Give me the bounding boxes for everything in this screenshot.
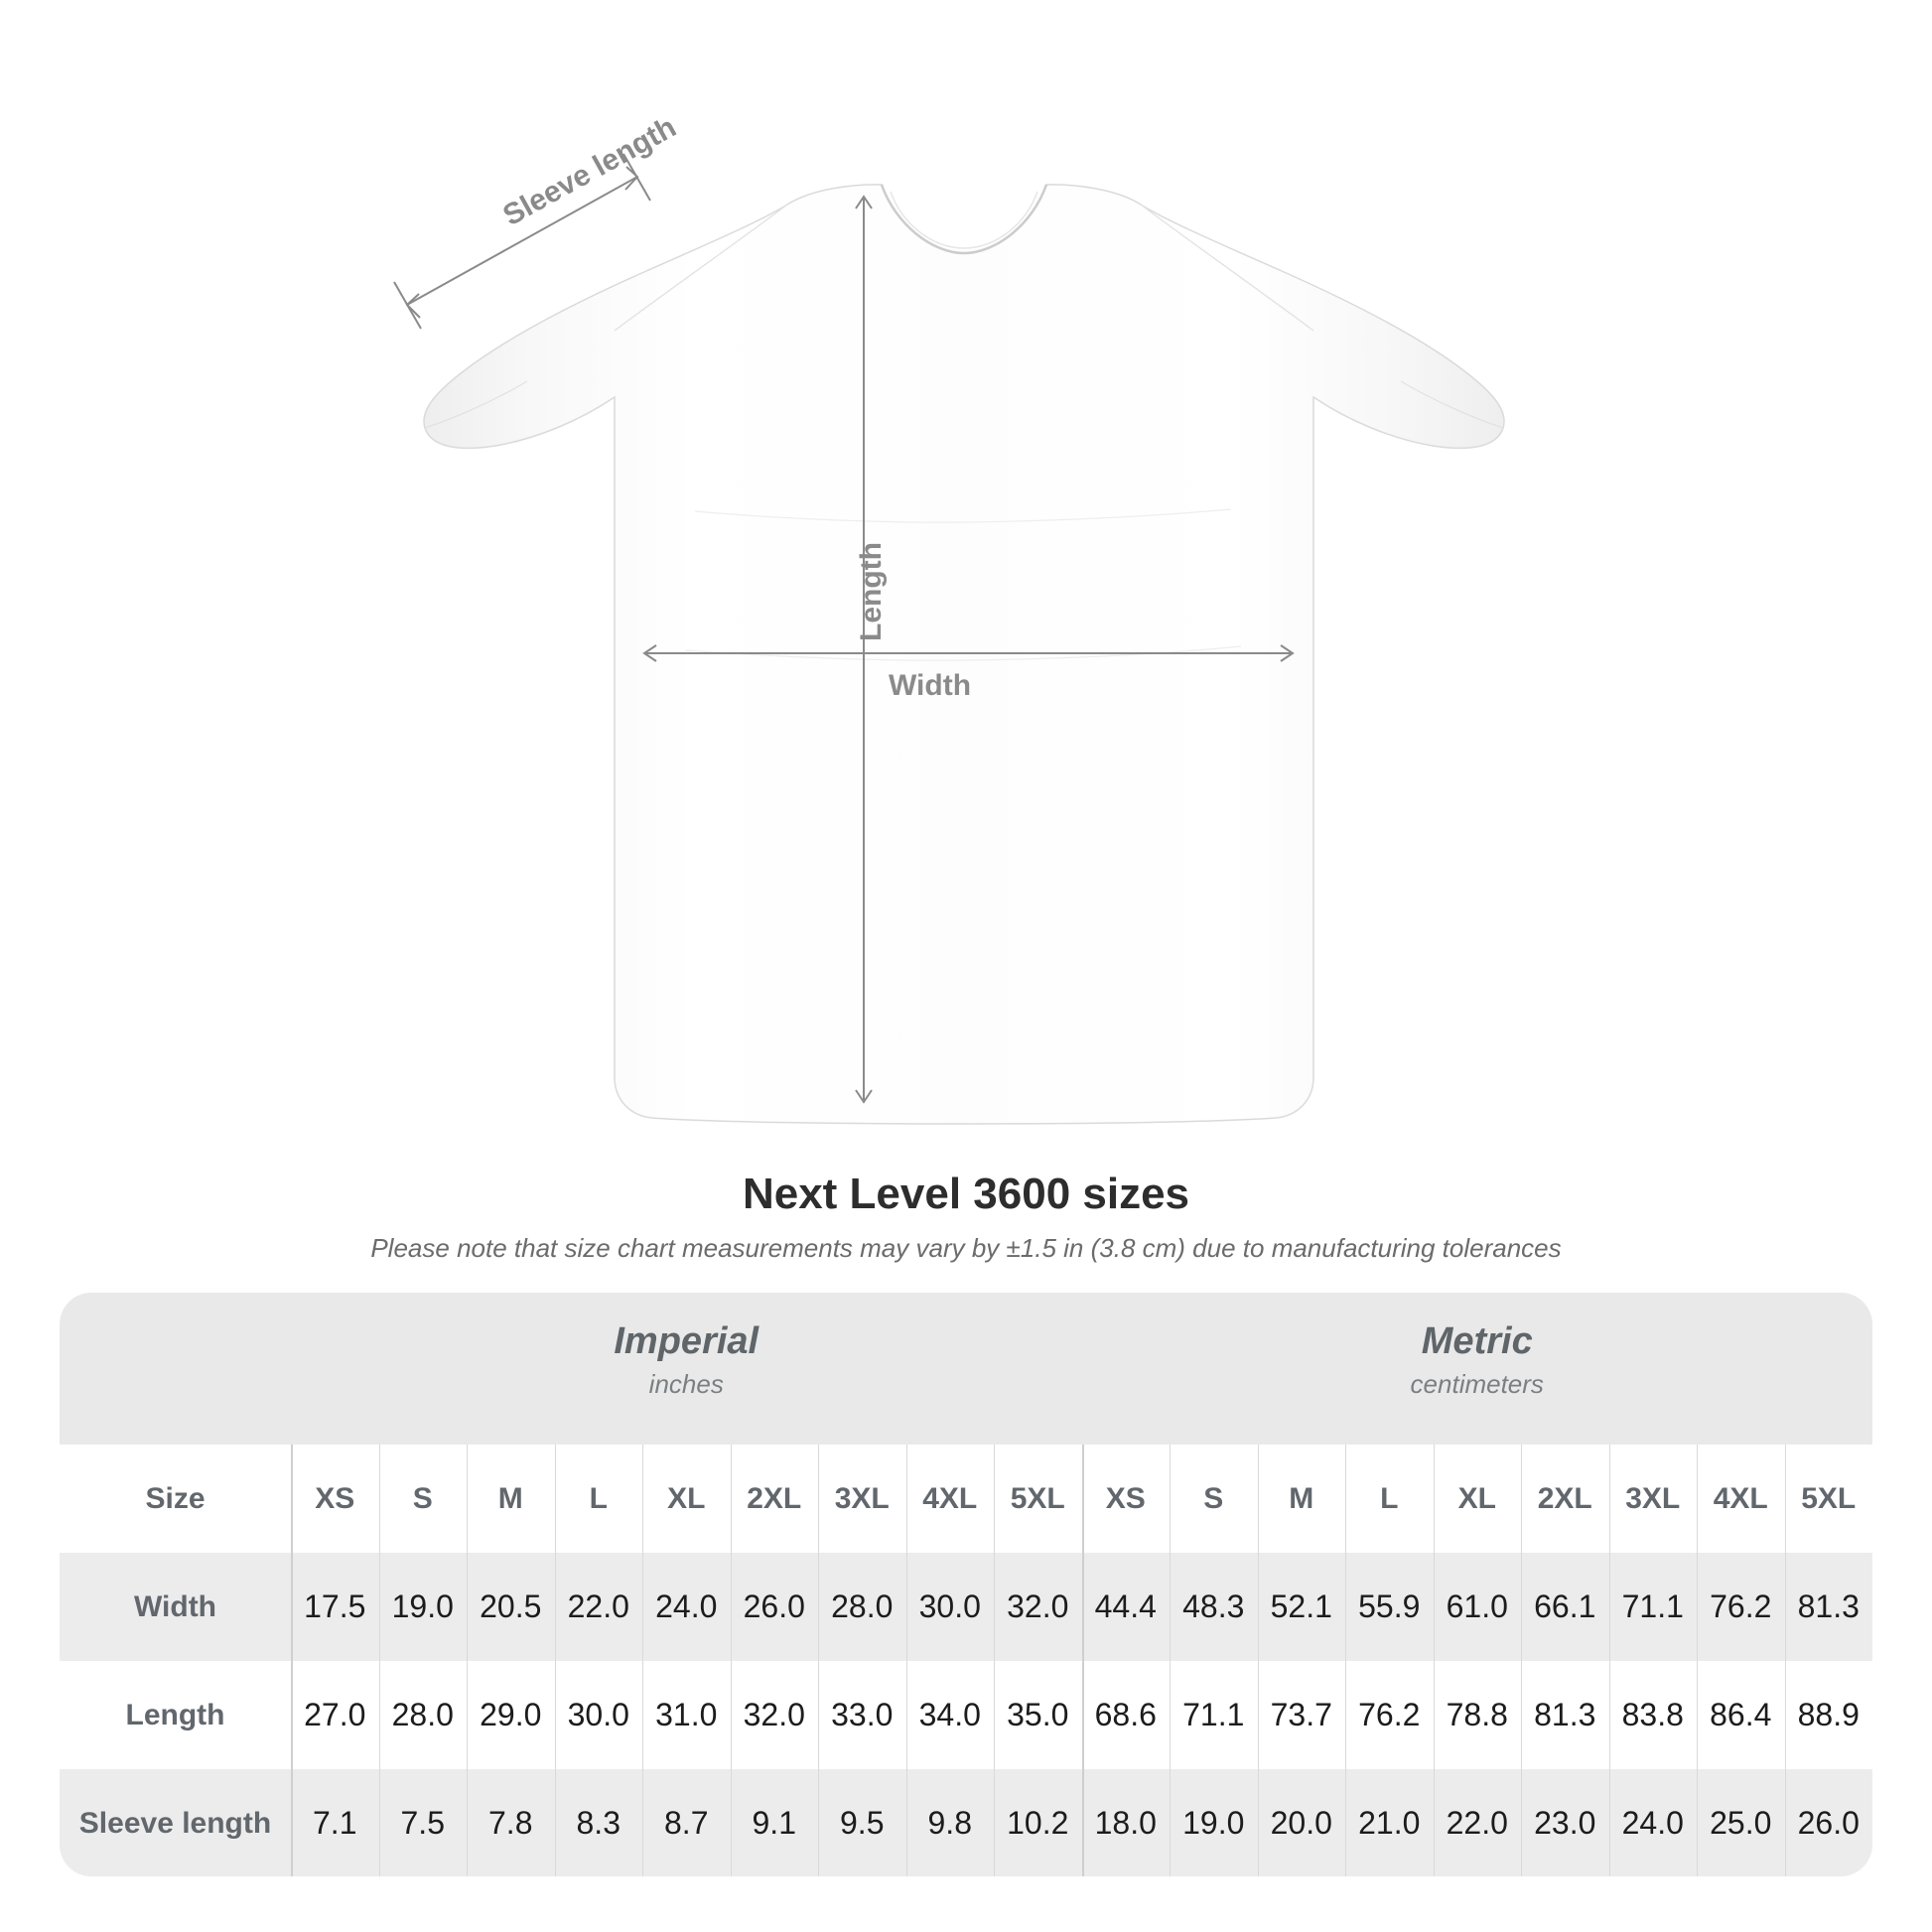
svg-text:Length: Length (855, 542, 888, 641)
svg-text:Sleeve length: Sleeve length (497, 110, 681, 232)
svg-text:Width: Width (889, 669, 971, 702)
